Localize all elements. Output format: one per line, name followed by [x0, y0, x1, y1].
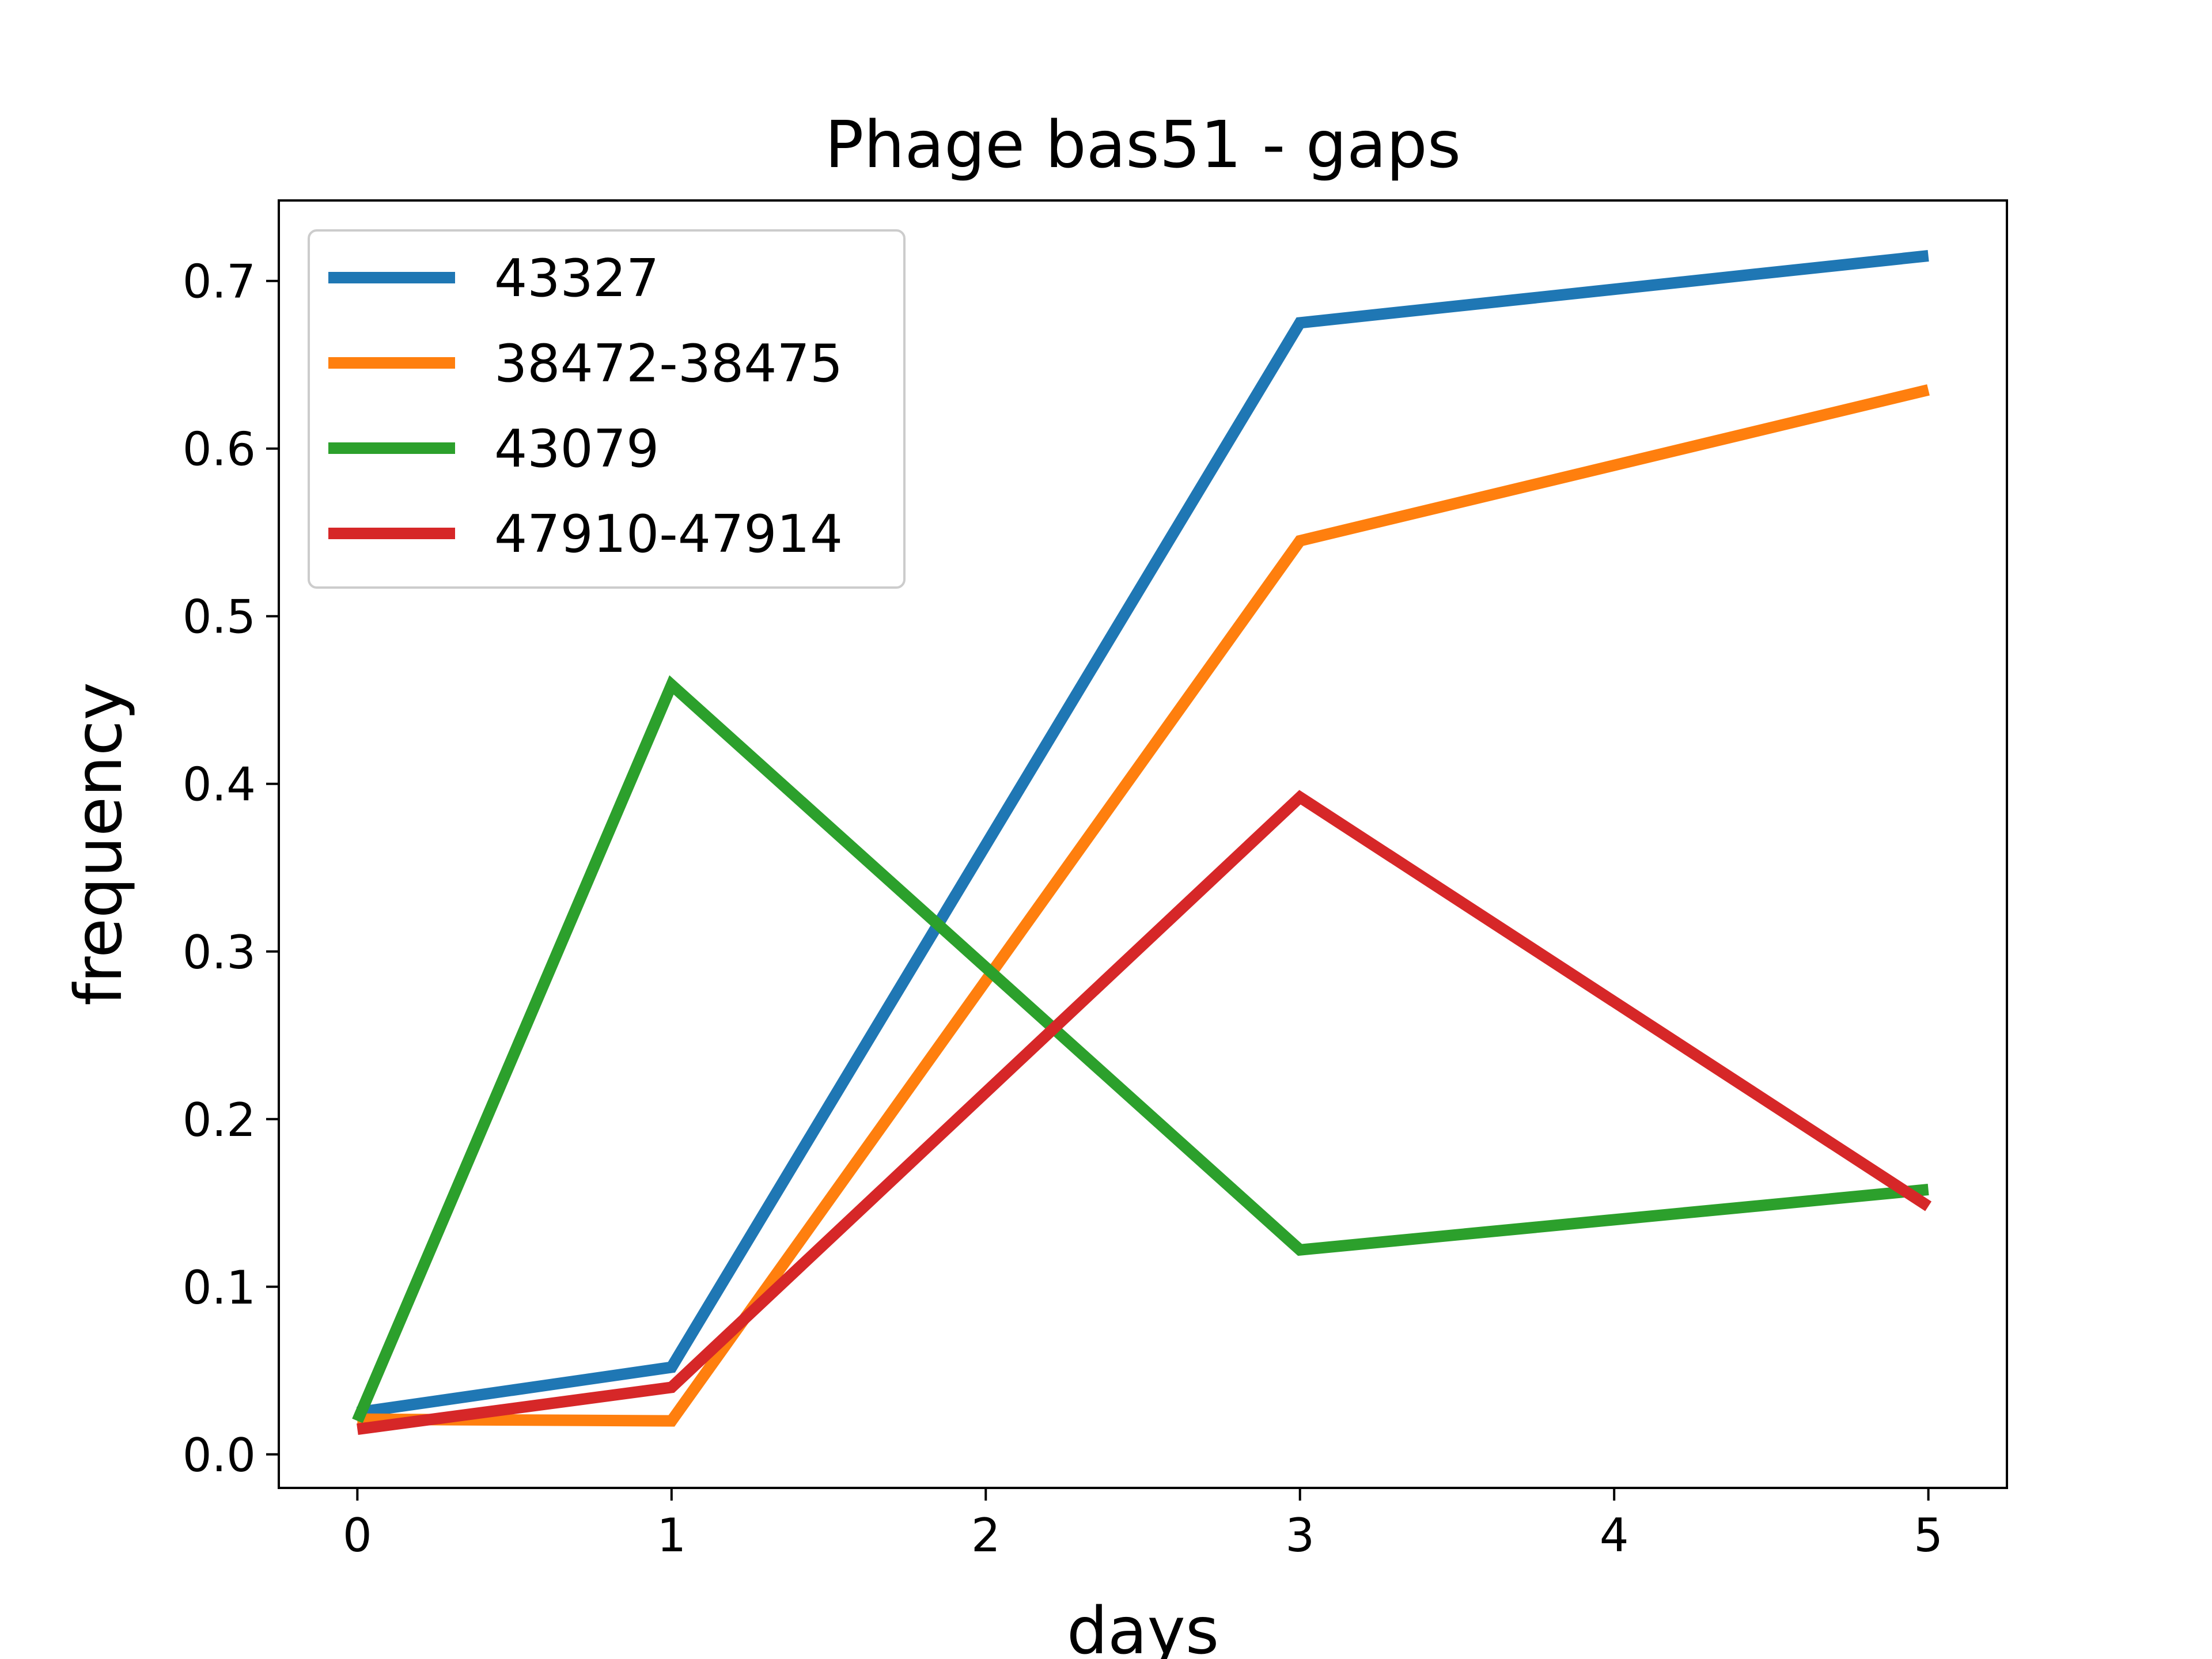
legend-label-43079: 43079 [494, 419, 659, 479]
x-tick-label-4: 4 [1600, 1509, 1629, 1562]
x-axis-label: days [1067, 1594, 1219, 1659]
legend-label-43327: 43327 [494, 248, 659, 309]
y-tick-label-1: 0.1 [183, 1261, 256, 1315]
series-layer [352, 250, 1932, 1435]
x-tick-label-3: 3 [1285, 1509, 1315, 1562]
y-tick-label-6: 0.6 [183, 423, 256, 476]
series-line-47910-47914 [357, 790, 1932, 1435]
chart-title: Phage bas51 - gaps [825, 108, 1461, 183]
legend-items: 43327 38472-38475 43079 47910-47914 [328, 248, 843, 565]
x-tick-label-0: 0 [343, 1509, 372, 1562]
legend-label-38472-38475: 38472-38475 [494, 334, 843, 394]
legend-frame [308, 229, 906, 589]
series-line-43327 [356, 250, 1929, 1418]
y-tick-label-3: 0.3 [183, 926, 256, 979]
y-tick-label-7: 0.7 [183, 255, 256, 309]
y-tick-label-2: 0.2 [183, 1093, 256, 1147]
plot-area [278, 199, 2008, 1489]
y-axis-label: frequency [62, 682, 137, 1006]
x-tick-label-1: 1 [657, 1509, 686, 1562]
x-tick-label-5: 5 [1914, 1509, 1943, 1562]
x-tick-label-2: 2 [971, 1509, 1001, 1562]
legend-label-47910-47914: 47910-47914 [494, 504, 843, 565]
series-line-43079 [352, 675, 1929, 1423]
legend: 43327 38472-38475 43079 47910-47914 [308, 229, 906, 589]
y-axis: 0.0 0.1 0.2 0.3 0.4 0.5 0.6 0.7 [183, 255, 279, 1482]
y-tick-label-4: 0.4 [183, 758, 256, 812]
x-axis: 0 1 2 3 4 5 [343, 1488, 1943, 1562]
series-line-38472-38475 [357, 384, 1930, 1427]
y-tick-label-5: 0.5 [183, 590, 256, 644]
y-tick-label-0: 0.0 [183, 1429, 256, 1482]
